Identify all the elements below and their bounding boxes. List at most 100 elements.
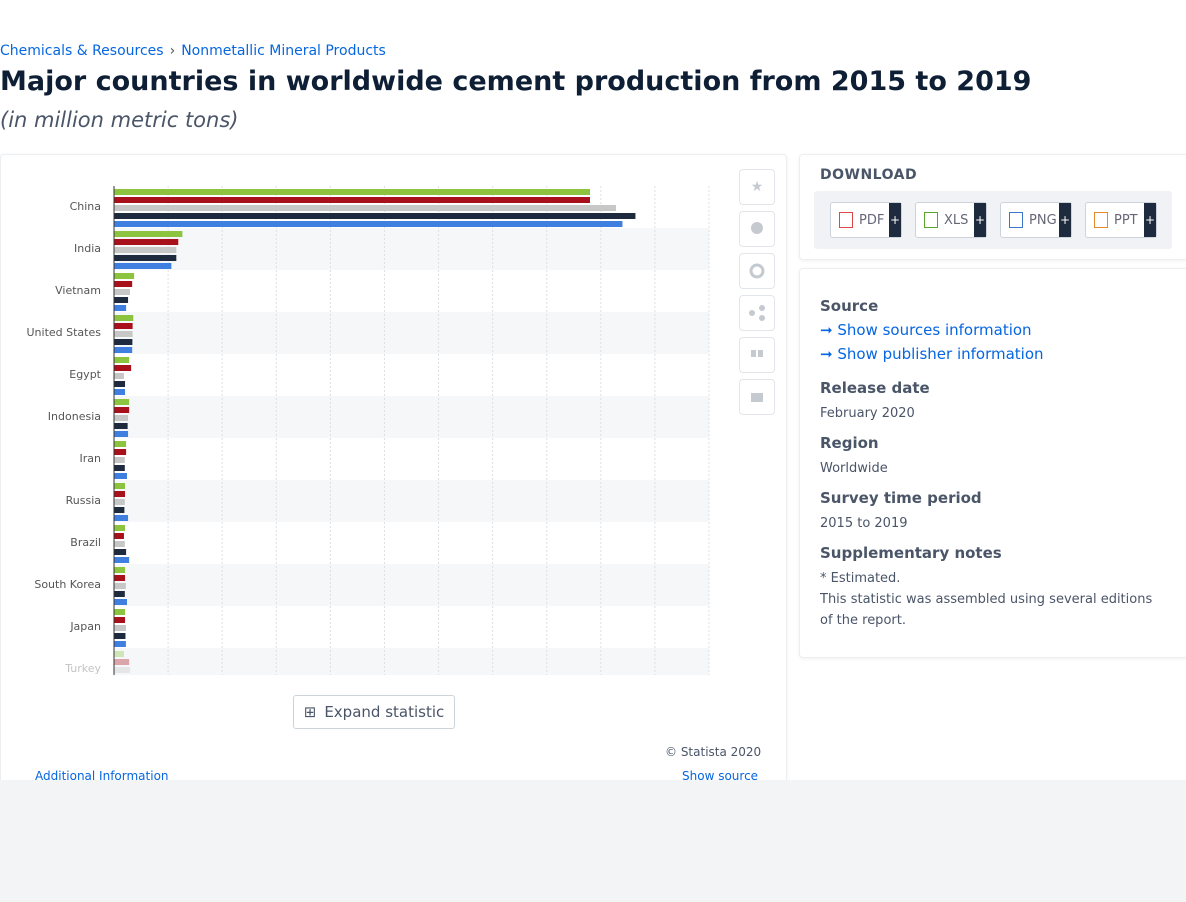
bar: [114, 599, 127, 605]
y-tick-label: United States: [27, 326, 102, 339]
bar: [114, 347, 133, 353]
section-text: February 2020: [820, 406, 915, 421]
bar: [114, 239, 179, 245]
sources-link[interactable]: ➞ Show sources information: [820, 321, 1032, 339]
category-group: Indonesia: [48, 399, 130, 437]
bar: [114, 641, 126, 647]
bar: [114, 213, 636, 219]
bar: [114, 441, 127, 447]
publisher-link[interactable]: ➞ Show publisher information: [820, 345, 1044, 363]
format-label: PNG: [1029, 212, 1057, 228]
bar: [114, 583, 126, 589]
show-source-link[interactable]: Show source: [682, 769, 759, 783]
favorite-button[interactable]: ★: [739, 169, 775, 205]
bar: [114, 541, 125, 547]
file-icon: [1094, 212, 1108, 228]
row-band: [114, 396, 709, 438]
category-group: Iran: [80, 441, 127, 479]
bar: [114, 273, 135, 279]
cite-button[interactable]: [739, 337, 775, 373]
section-text: This statistic was assembled using sever…: [820, 592, 1153, 628]
bar: [114, 331, 133, 337]
additional-info-link[interactable]: Additional Information: [35, 769, 169, 783]
file-icon: [924, 212, 938, 228]
plus: +: [1144, 203, 1156, 237]
crumb[interactable]: Nonmetallic Mineral Products: [181, 43, 386, 59]
bar: [114, 247, 177, 253]
bar: [114, 289, 131, 295]
section-text: Worldwide: [820, 461, 888, 476]
y-tick-label: Egypt: [69, 368, 101, 381]
share-button[interactable]: [739, 295, 775, 331]
bar: [114, 323, 133, 329]
bar: [114, 305, 127, 311]
bar: [114, 651, 124, 657]
download-card: DOWNLOAD PDF + XLS + PNG + PPT +: [799, 154, 1186, 260]
bar: [114, 473, 127, 479]
row-band: [114, 312, 709, 354]
category-group: China: [70, 189, 636, 227]
download-button[interactable]: XLS +: [915, 202, 987, 238]
bar: [114, 373, 124, 379]
download-button[interactable]: PNG +: [1000, 202, 1072, 238]
format-label: PPT: [1114, 212, 1138, 228]
section-heading: Region: [820, 434, 879, 452]
y-tick-label: Russia: [66, 494, 101, 507]
plot: China India Vietnam United States Egypt Indon…: [27, 186, 710, 681]
section-heading: Release date: [820, 379, 930, 397]
y-tick-label: China: [70, 200, 101, 213]
category-group: United States: [27, 315, 134, 353]
row-band: [114, 228, 709, 270]
page-title: Major countries in worldwide cement prod…: [0, 66, 1032, 97]
y-tick-label: Brazil: [70, 536, 101, 549]
bar: [114, 221, 623, 227]
settings-button[interactable]: [739, 253, 775, 289]
section-heading: Survey time period: [820, 489, 982, 507]
subtitle: (in million metric tons): [0, 108, 239, 132]
bar: [114, 431, 129, 437]
y-tick-label: Iran: [80, 452, 102, 465]
info-card: Source ➞ Show sources information ➞ Show…: [799, 268, 1186, 658]
bar: [114, 457, 125, 463]
bar: [114, 415, 129, 421]
bar: [114, 423, 128, 429]
print-button[interactable]: [739, 379, 775, 415]
bar: [114, 197, 590, 203]
download-button[interactable]: PDF +: [830, 202, 902, 238]
bar: [114, 263, 172, 269]
bar: [114, 507, 125, 513]
section-text: * Estimated.: [820, 571, 901, 586]
bar: [114, 231, 183, 237]
bar: [114, 575, 126, 581]
alert-button[interactable]: [739, 211, 775, 247]
file-icon: [839, 212, 853, 228]
bar: [114, 465, 125, 471]
svg-text:★: ★: [751, 179, 764, 195]
bar: [114, 609, 126, 615]
bar: [114, 491, 126, 497]
expand-button[interactable]: ⊞ Expand statistic: [293, 695, 455, 729]
y-tick-label: Indonesia: [48, 410, 101, 423]
bar: [114, 515, 129, 521]
chart: China India Vietnam United States Egypt Indon…: [27, 186, 710, 681]
bar: [114, 525, 126, 531]
category-group: India: [74, 231, 183, 269]
bar: [114, 667, 131, 673]
bar: [114, 449, 127, 455]
row-band: [114, 564, 709, 606]
bar: [114, 315, 134, 321]
bar: [114, 189, 590, 195]
bar: [114, 675, 130, 681]
bar: [114, 617, 126, 623]
section-heading: Supplementary notes: [820, 544, 1002, 562]
plus: +: [974, 203, 986, 237]
footer-area: [0, 780, 1186, 902]
bar: [114, 407, 130, 413]
crumb[interactable]: Chemicals & Resources: [0, 43, 164, 59]
copyright: © Statista 2020: [665, 745, 762, 759]
bar: [114, 205, 616, 211]
source-heading: Source: [820, 297, 879, 315]
download-button[interactable]: PPT +: [1085, 202, 1157, 238]
category-group: Japan: [69, 609, 126, 647]
format-label: XLS: [944, 212, 969, 228]
